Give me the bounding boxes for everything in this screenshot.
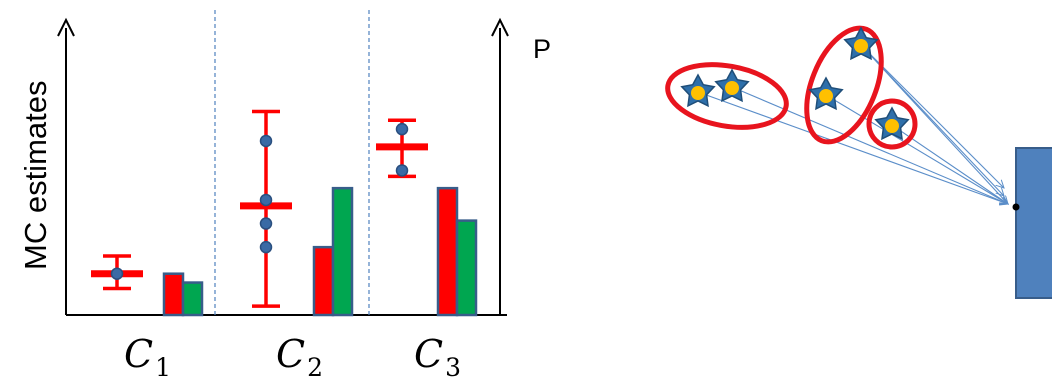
chart-marks [91, 109, 478, 317]
cluster-ellipse-1 [665, 62, 789, 130]
bar-series2-c1 [181, 281, 204, 317]
receiver-panel [1015, 147, 1052, 299]
sample-point-c2-2 [259, 193, 273, 207]
sample-point-c3-1 [395, 122, 409, 136]
bar-series1-c1 [162, 272, 185, 317]
cluster-ellipse-2 [804, 25, 884, 145]
category-label-c2: C2 [276, 332, 323, 379]
cluster-ellipse-3 [866, 98, 918, 150]
light-ray-2 [731, 86, 1008, 204]
sample-point-c2-4 [259, 240, 273, 254]
bar-series1-c2 [312, 245, 335, 317]
bar-series2-c3 [455, 219, 478, 317]
star-icon [680, 73, 716, 108]
light-ray-extra-2 [860, 44, 1004, 196]
p-axis-arrow [491, 17, 509, 37]
category-label-c1: C1 [124, 332, 171, 379]
sample-point-c2-3 [259, 217, 273, 230]
sample-point-c3-2 [395, 164, 409, 177]
bar-series2-c2 [331, 186, 354, 317]
light-cluster-diagram [665, 25, 1052, 299]
star-icon [808, 76, 844, 111]
light-rays [697, 44, 1008, 204]
mc-estimates-chart: MC estimates P C1 C2 C3 [18, 10, 551, 379]
bar-series1-c3 [436, 186, 459, 317]
category-label-c3: C3 [414, 332, 461, 379]
sample-point-c1-1 [110, 267, 124, 280]
svg-text:C2: C2 [276, 332, 323, 379]
star-icon [874, 106, 910, 141]
sample-point-c2-1 [259, 134, 273, 148]
y-axis-label: MC estimates [18, 81, 53, 270]
y-axis-arrow [57, 17, 75, 37]
svg-text:C1: C1 [124, 332, 171, 379]
star-icon [843, 26, 879, 61]
light-ray-1 [697, 91, 1008, 204]
light-ray-extra-1 [860, 44, 1004, 188]
star-icon [714, 68, 750, 103]
svg-text:C3: C3 [414, 332, 461, 379]
p-axis-label: P [533, 34, 551, 64]
light-stars [680, 26, 910, 141]
receiver-point [1012, 203, 1020, 211]
light-ray-3 [825, 94, 1008, 204]
